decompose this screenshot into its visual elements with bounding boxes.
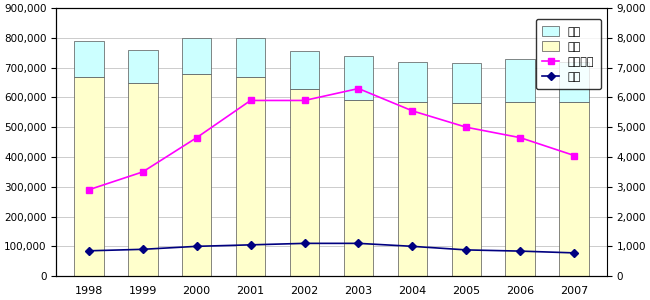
- Bar: [452, 63, 481, 104]
- Bar: [182, 74, 211, 276]
- 強制猿襄: [301, 99, 309, 102]
- Bar: [290, 88, 319, 276]
- 強盗: [247, 243, 255, 247]
- 強盗: [301, 242, 309, 245]
- Bar: [74, 41, 103, 76]
- Bar: [398, 102, 427, 276]
- 強盗: [193, 244, 201, 248]
- 強盗: [570, 251, 578, 255]
- Bar: [128, 50, 157, 82]
- Bar: [452, 103, 481, 276]
- Bar: [398, 62, 427, 102]
- 強制猿襄: [139, 170, 147, 174]
- Bar: [236, 38, 265, 76]
- Bar: [344, 100, 373, 276]
- Bar: [182, 38, 211, 74]
- Line: 強制猿襄: 強制猿襄: [85, 85, 578, 193]
- 強盗: [85, 249, 93, 253]
- 強盗: [139, 248, 147, 251]
- Bar: [74, 76, 103, 276]
- 強盗: [516, 249, 524, 253]
- Bar: [506, 102, 535, 276]
- 強盗: [408, 244, 416, 248]
- Bar: [128, 82, 157, 276]
- Bar: [290, 51, 319, 88]
- 強制猿襄: [354, 87, 362, 90]
- 強制猿襄: [247, 99, 255, 102]
- Bar: [344, 56, 373, 100]
- Bar: [560, 102, 589, 276]
- Bar: [506, 59, 535, 102]
- Line: 強盗: 強盗: [86, 241, 577, 256]
- 強盗: [354, 242, 362, 245]
- 強制猿襄: [462, 125, 470, 129]
- 強制猿襄: [570, 154, 578, 157]
- 強盗: [462, 248, 470, 252]
- 強制猿襄: [193, 136, 201, 140]
- 強制猿襄: [516, 136, 524, 140]
- 強制猿襄: [408, 109, 416, 113]
- Legend: 再婚, 初婚, 強制猿襄, 強盗: 再婚, 初婚, 強制猿襄, 強盗: [536, 19, 601, 89]
- Bar: [236, 76, 265, 276]
- 強制猿襄: [85, 188, 93, 192]
- Bar: [560, 62, 589, 102]
